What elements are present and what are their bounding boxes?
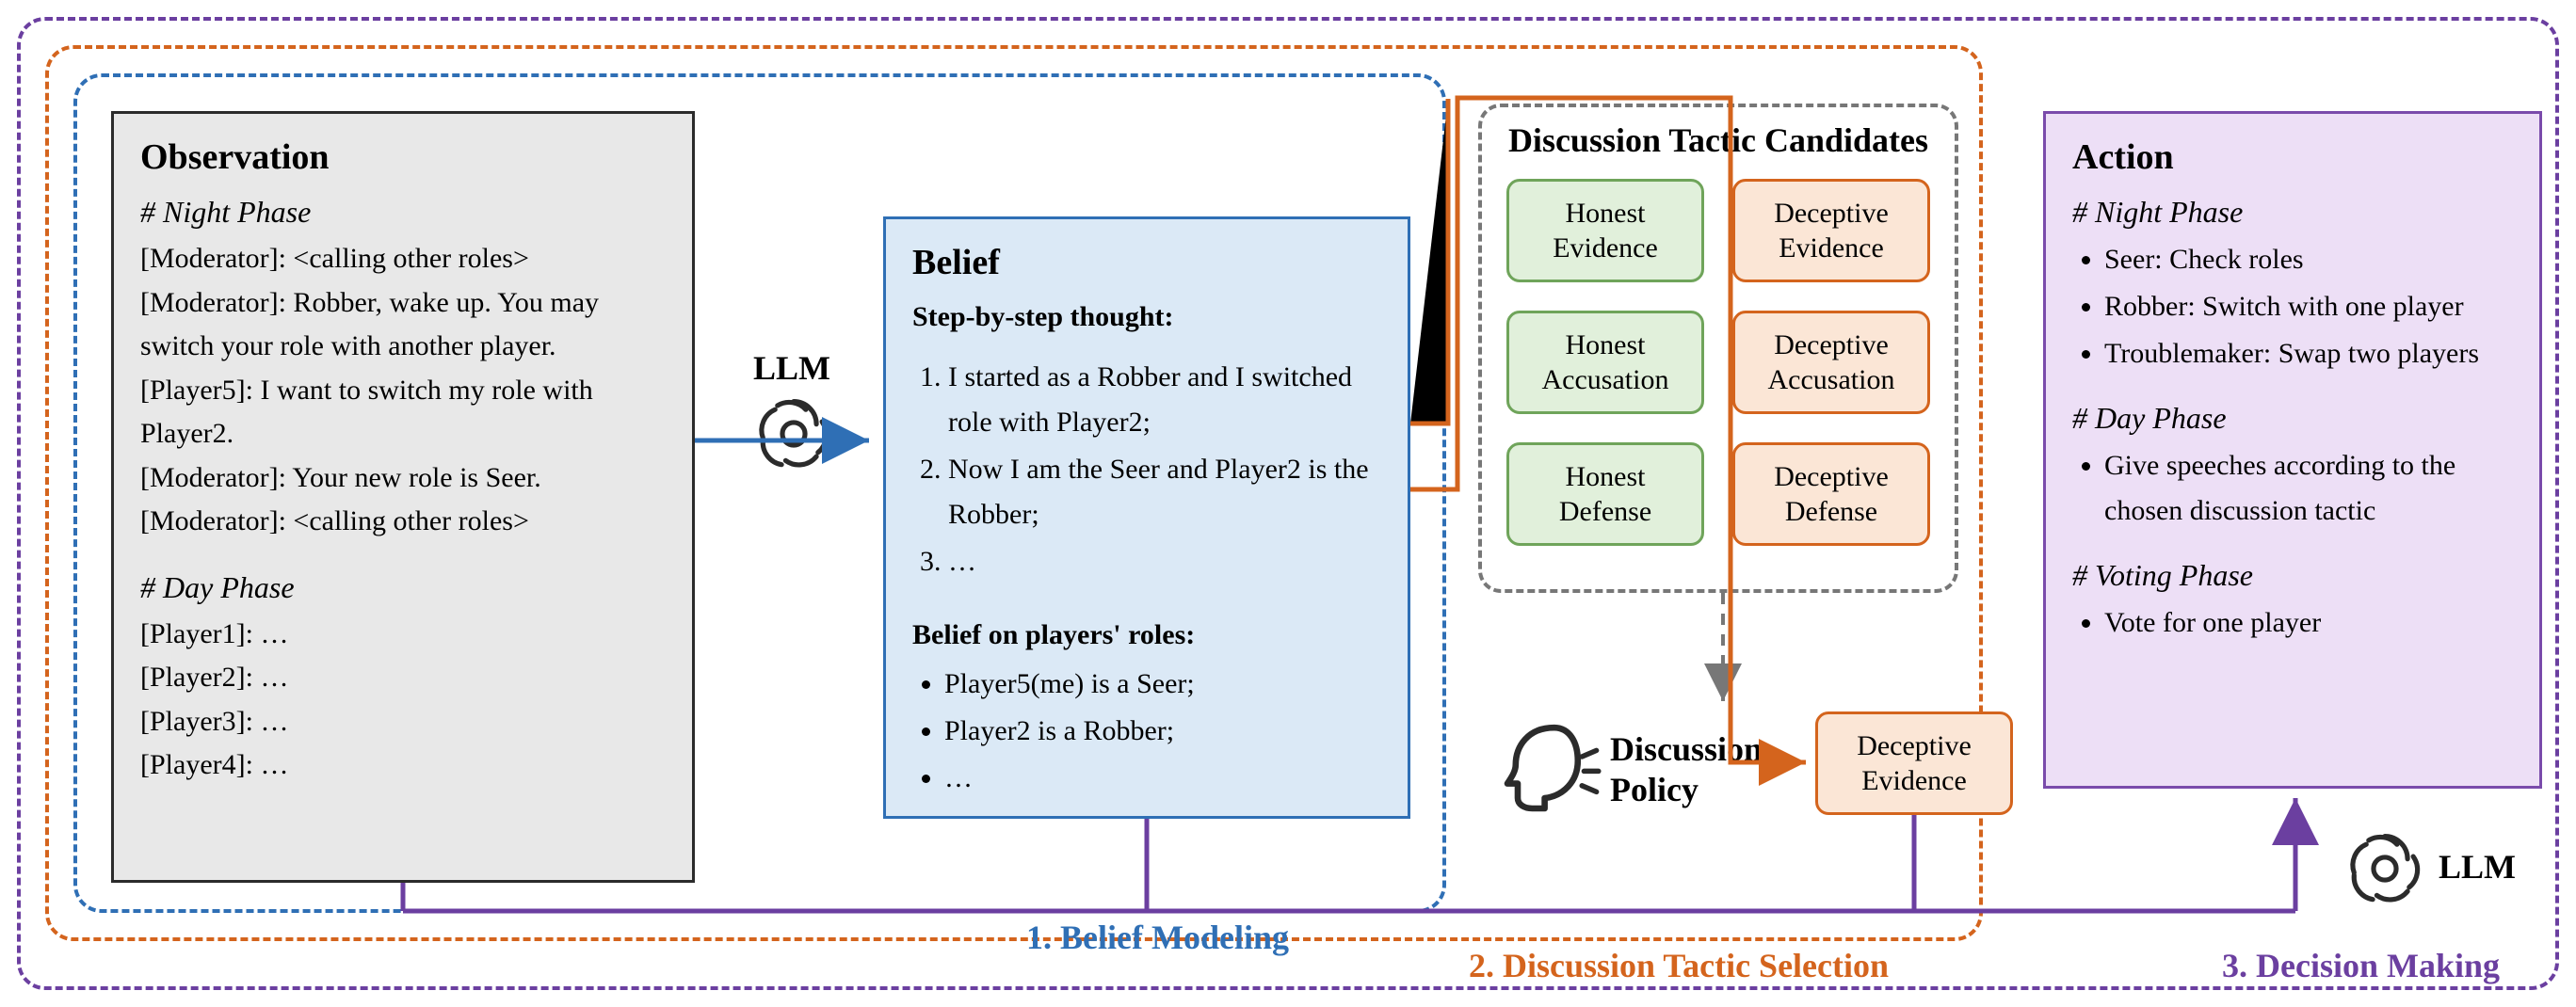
tactic-deceptive-accusation: Deceptive Accusation	[1732, 311, 1930, 414]
night-phase-label: # Night Phase	[140, 195, 666, 230]
obs-line: [Player2]: …	[140, 656, 666, 700]
belief-role: Player5(me) is a Seer;	[944, 662, 1381, 707]
obs-line: [Moderator]: Robber, wake up. You may sw…	[140, 281, 666, 369]
selected-tactic-label: Deceptive Evidence	[1857, 728, 1972, 799]
belief-title: Belief	[912, 242, 1381, 283]
tactic-label: Deceptive Defense	[1774, 459, 1889, 530]
candidates-title: Discussion Tactic Candidates	[1478, 120, 1958, 160]
llm-label-2: LLM	[2439, 847, 2516, 887]
obs-line: [Player3]: …	[140, 700, 666, 744]
obs-line: [Player5]: I want to switch my role with…	[140, 369, 666, 456]
action-item: Seer: Check roles	[2104, 237, 2513, 282]
llm-label: LLM	[753, 348, 830, 388]
tactic-label: Deceptive Evidence	[1774, 196, 1889, 266]
obs-line: [Moderator]: Your new role is Seer.	[140, 456, 666, 501]
obs-line: [Player1]: …	[140, 613, 666, 657]
day-phase-label: # Day Phase	[140, 570, 666, 605]
action-day-label: # Day Phase	[2072, 401, 2513, 436]
selected-tactic: Deceptive Evidence	[1815, 711, 2013, 815]
stage-1-label: 1. Belief Modeling	[1026, 918, 1289, 957]
belief-subtitle-2: Belief on players' roles:	[912, 613, 1381, 658]
tactic-label: Deceptive Accusation	[1768, 328, 1895, 398]
belief-thought: I started as a Robber and I switched rol…	[948, 355, 1381, 445]
tactic-honest-defense: Honest Defense	[1506, 442, 1704, 546]
action-item: Vote for one player	[2104, 600, 2513, 646]
action-item: Troublemaker: Swap two players	[2104, 331, 2513, 376]
obs-line: [Moderator]: <calling other roles>	[140, 237, 666, 281]
belief-thought: …	[948, 539, 1381, 584]
tactic-label: Honest Defense	[1559, 459, 1651, 530]
tactic-label: Honest Accusation	[1542, 328, 1669, 398]
discussion-policy-label: Discussion Policy	[1610, 729, 1798, 810]
stage-3-label: 3. Decision Making	[2222, 946, 2500, 985]
action-night-label: # Night Phase	[2072, 195, 2513, 230]
belief-panel: Belief Step-by-step thought: I started a…	[883, 216, 1410, 819]
action-panel: Action # Night Phase Seer: Check roles R…	[2043, 111, 2542, 789]
action-item: Give speeches according to the chosen di…	[2104, 443, 2513, 534]
tactic-deceptive-evidence: Deceptive Evidence	[1732, 179, 1930, 282]
belief-role: …	[944, 756, 1381, 801]
belief-role: Player2 is a Robber;	[944, 709, 1381, 754]
obs-line: [Player4]: …	[140, 743, 666, 788]
tactic-label: Honest Evidence	[1553, 196, 1658, 266]
obs-line: [Moderator]: <calling other roles>	[140, 500, 666, 544]
belief-subtitle-1: Step-by-step thought:	[912, 295, 1381, 340]
action-voting-label: # Voting Phase	[2072, 558, 2513, 593]
tactic-honest-evidence: Honest Evidence	[1506, 179, 1704, 282]
action-title: Action	[2072, 136, 2513, 178]
tactic-honest-accusation: Honest Accusation	[1506, 311, 1704, 414]
tactic-deceptive-defense: Deceptive Defense	[1732, 442, 1930, 546]
action-item: Robber: Switch with one player	[2104, 284, 2513, 329]
observation-title: Observation	[140, 136, 666, 178]
discussion-policy-text: Discussion Policy	[1610, 730, 1763, 808]
belief-thought: Now I am the Seer and Player2 is the Rob…	[948, 447, 1381, 537]
stage-2-label: 2. Discussion Tactic Selection	[1469, 946, 1889, 985]
observation-panel: Observation # Night Phase [Moderator]: <…	[111, 111, 695, 883]
